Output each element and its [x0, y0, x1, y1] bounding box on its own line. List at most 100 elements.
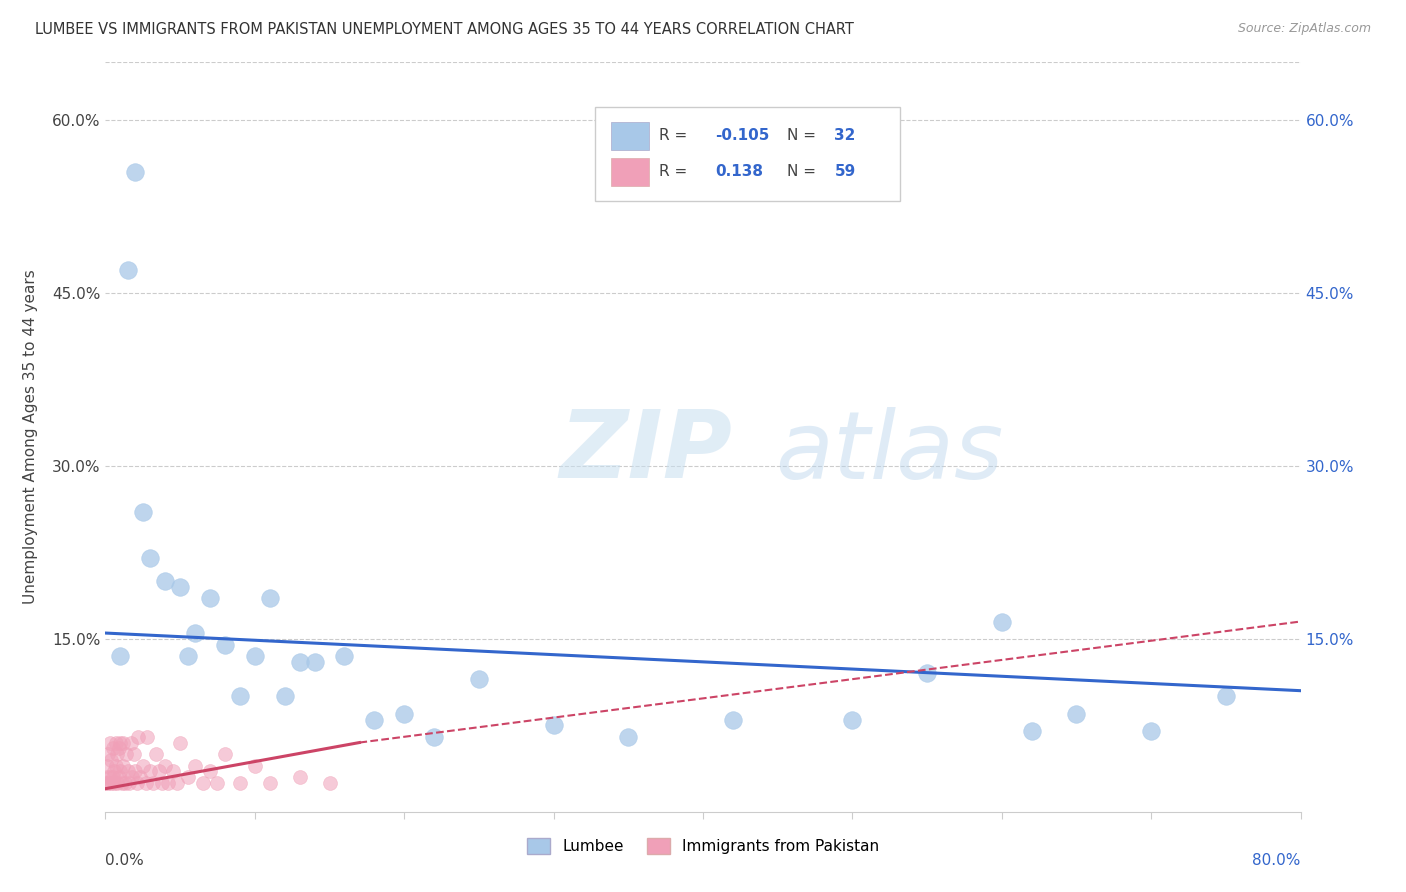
Point: [101, 770, 124, 784]
Point: [191, 776, 214, 790]
Point: [207, 776, 229, 790]
Point: [214, 747, 236, 761]
Point: [112, 758, 135, 772]
Point: [108, 770, 131, 784]
Point: [157, 776, 180, 790]
Point: [108, 741, 131, 756]
Point: [104, 758, 127, 772]
Point: [273, 690, 295, 704]
Point: [139, 551, 162, 566]
Point: [139, 764, 162, 779]
Point: [318, 776, 340, 790]
Point: [259, 591, 281, 606]
Point: [229, 690, 252, 704]
Point: [288, 655, 311, 669]
Point: [100, 753, 122, 767]
Y-axis label: Unemployment Among Ages 35 to 44 years: Unemployment Among Ages 35 to 44 years: [24, 269, 38, 605]
Point: [117, 764, 139, 779]
Point: [243, 649, 266, 664]
Point: [110, 649, 132, 664]
Point: [128, 770, 150, 784]
Point: [288, 770, 311, 784]
Point: [617, 730, 640, 744]
Point: [107, 747, 129, 761]
Point: [184, 758, 207, 772]
Point: [124, 764, 146, 779]
Point: [176, 649, 198, 664]
Point: [112, 735, 135, 749]
Point: [145, 747, 167, 761]
Point: [243, 758, 266, 772]
Point: [118, 776, 141, 790]
FancyBboxPatch shape: [612, 159, 650, 186]
Point: [184, 626, 207, 640]
Point: [229, 776, 252, 790]
Point: [94, 776, 117, 790]
Point: [124, 165, 146, 179]
Text: N =: N =: [787, 164, 815, 179]
Text: 0.0%: 0.0%: [105, 853, 145, 868]
Text: LUMBEE VS IMMIGRANTS FROM PAKISTAN UNEMPLOYMENT AMONG AGES 35 TO 44 YEARS CORREL: LUMBEE VS IMMIGRANTS FROM PAKISTAN UNEMP…: [35, 22, 853, 37]
Point: [166, 776, 188, 790]
Point: [122, 747, 145, 761]
Point: [97, 747, 120, 761]
Point: [97, 776, 120, 790]
Text: R =: R =: [659, 128, 688, 144]
Point: [176, 770, 198, 784]
Text: atlas: atlas: [775, 407, 1002, 498]
Point: [721, 713, 744, 727]
Point: [120, 735, 142, 749]
Point: [1066, 706, 1088, 721]
Point: [1140, 724, 1163, 739]
Point: [100, 776, 122, 790]
Text: 0.138: 0.138: [716, 164, 763, 179]
Text: 32: 32: [835, 128, 856, 144]
Legend: Lumbee, Immigrants from Pakistan: Lumbee, Immigrants from Pakistan: [522, 832, 884, 860]
Point: [841, 713, 863, 727]
Text: ZIP: ZIP: [560, 406, 733, 498]
Point: [363, 713, 385, 727]
Point: [103, 776, 125, 790]
Point: [98, 770, 121, 784]
Point: [132, 505, 155, 519]
Point: [114, 776, 136, 790]
Point: [103, 764, 125, 779]
Point: [304, 655, 326, 669]
Text: R =: R =: [659, 164, 688, 179]
Point: [135, 776, 157, 790]
Point: [423, 730, 446, 744]
Point: [1215, 690, 1237, 704]
FancyBboxPatch shape: [612, 122, 650, 150]
Point: [1021, 724, 1043, 739]
Point: [198, 764, 221, 779]
Point: [162, 764, 184, 779]
Text: N =: N =: [787, 128, 815, 144]
Point: [132, 758, 155, 772]
Point: [150, 776, 173, 790]
Point: [169, 580, 191, 594]
Point: [148, 764, 170, 779]
FancyBboxPatch shape: [596, 107, 900, 201]
Point: [107, 776, 129, 790]
Point: [117, 263, 139, 277]
Point: [104, 735, 127, 749]
Text: 59: 59: [835, 164, 856, 179]
Point: [915, 666, 938, 681]
Point: [136, 730, 159, 744]
Point: [96, 770, 118, 784]
Point: [198, 591, 221, 606]
Point: [96, 758, 118, 772]
Point: [333, 649, 356, 664]
Point: [543, 718, 565, 732]
Point: [125, 776, 148, 790]
Point: [142, 776, 165, 790]
Text: 80.0%: 80.0%: [1253, 853, 1301, 868]
Point: [101, 741, 124, 756]
Point: [115, 747, 138, 761]
Point: [214, 638, 236, 652]
Point: [121, 770, 143, 784]
Point: [155, 758, 177, 772]
Point: [110, 735, 132, 749]
Point: [990, 615, 1012, 629]
Point: [110, 764, 132, 779]
